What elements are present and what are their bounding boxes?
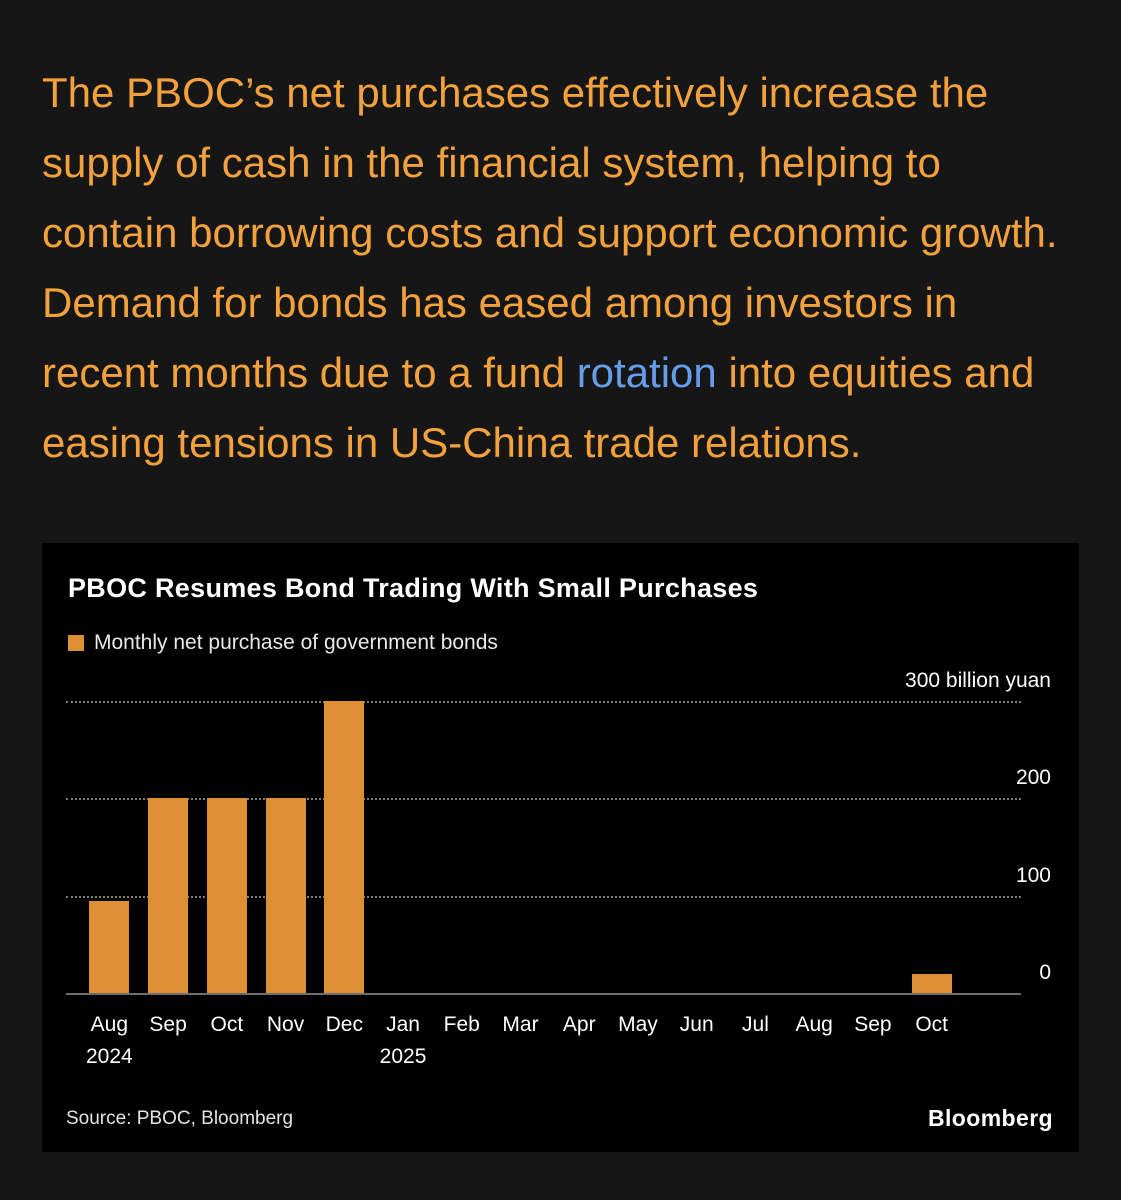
x-tick-label: Oct: [915, 1013, 948, 1036]
y-tick-label: 200: [1015, 766, 1051, 790]
x-tick-label: Mar: [502, 1013, 539, 1036]
article-paragraph: The PBOC’s net purchases effectively inc…: [42, 58, 1082, 478]
bar: [206, 798, 247, 993]
x-tick-label: Sep: [149, 1013, 187, 1036]
x-tick-label: Oct: [210, 1013, 244, 1036]
legend-label: Monthly net purchase of government bonds: [94, 631, 498, 654]
gridline: [66, 895, 1021, 898]
bar: [89, 901, 130, 993]
bar: [265, 798, 306, 993]
legend-swatch-icon: [68, 635, 84, 651]
x-tick-label: Jun: [679, 1013, 714, 1036]
y-tick-label: 300 billion yuan: [905, 669, 1051, 692]
rotation-link[interactable]: rotation: [576, 349, 717, 396]
x-tick-label: Aug: [795, 1013, 833, 1036]
x-tick-label: Dec: [325, 1013, 363, 1036]
chart-title: PBOC Resumes Bond Trading With Small Pur…: [68, 573, 759, 603]
year-label: 2025: [379, 1045, 427, 1068]
paragraph-text-post: into equities and easing tensions in US-…: [42, 349, 1035, 466]
gridline: [66, 798, 1021, 801]
source-note: Source: PBOC, Bloomberg: [66, 1108, 294, 1129]
x-tick-label: Jan: [386, 1013, 420, 1036]
x-tick-label: Aug: [90, 1013, 129, 1036]
x-axis-labels: Aug Sep Oct Nov Dec Jan Feb Mar Apr May Jun Jul Aug S…: [80, 1013, 961, 1037]
x-tick-label: Apr: [562, 1013, 596, 1036]
x-tick-label: May: [618, 1013, 658, 1036]
chart-legend: Monthly net purchase of government bonds: [68, 631, 498, 655]
x-tick-label: Sep: [854, 1013, 892, 1036]
y-tick-label: 0: [1039, 961, 1051, 984]
chart-panel: PBOC Resumes Bond Trading With Small Pur…: [42, 543, 1079, 1152]
gridline: [66, 701, 1021, 703]
year-label: 2024: [86, 1045, 133, 1068]
bar: [911, 974, 952, 993]
x-tick-label: Nov: [266, 1013, 305, 1036]
paragraph-text-pre: The PBOC’s net purchases effectively inc…: [42, 69, 1058, 396]
x-tick-label: Jul: [742, 1013, 769, 1036]
y-tick-label: 100: [1015, 863, 1051, 887]
plot-area: [66, 701, 1021, 995]
bar: [148, 798, 189, 993]
x-axis-line: [66, 993, 1021, 995]
bar: [324, 701, 365, 993]
x-tick-label: Feb: [443, 1013, 480, 1036]
bloomberg-logo: Bloomberg: [928, 1105, 1053, 1131]
